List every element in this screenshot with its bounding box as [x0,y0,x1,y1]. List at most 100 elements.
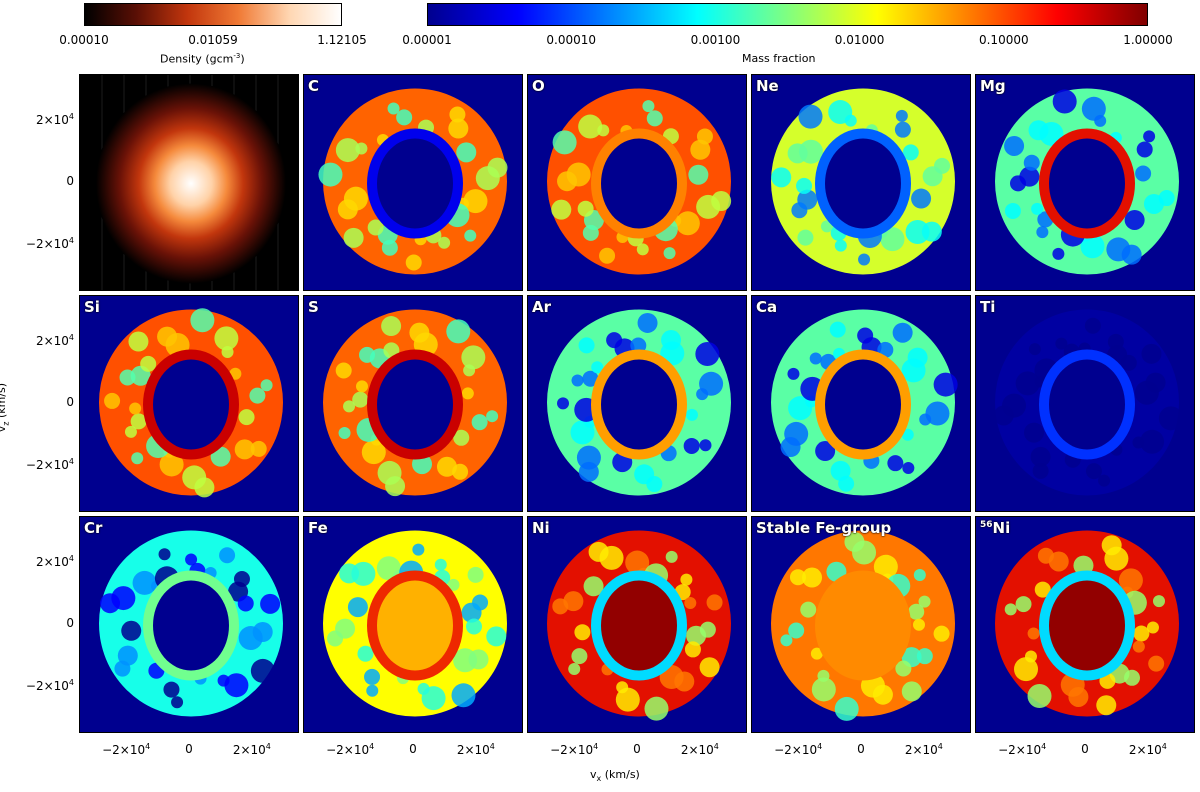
ejecta-clump [1052,89,1077,114]
ejecta-clump [675,211,700,236]
ejecta-clump [563,591,584,612]
ejecta-clump [574,624,591,641]
ejecta-clump [381,239,398,256]
ejecta-clump [357,645,374,662]
ejecta-clump [100,593,121,614]
ejecta-clump [902,461,915,474]
ejecta-clump [699,371,724,396]
ejecta-clump [625,550,650,575]
ejecta-clump [787,143,808,164]
y-tick-label: −2×104 [25,235,74,251]
panel-o: O [527,74,747,291]
ejecta-clump [993,405,1014,426]
ejecta-clump [706,594,723,611]
ejecta-clump [696,128,713,145]
ejecta-clump [1031,202,1044,215]
ejecta-clump [684,641,701,658]
ejecta-clump [471,414,488,431]
x-tick-label: −2×104 [998,742,1047,757]
ejecta-clump [582,370,599,387]
ejecta-clump [838,475,855,492]
ejecta-clump [1032,462,1049,479]
ejecta-clump [252,622,273,643]
ejecta-clump [895,660,912,677]
ejecta-clump [780,437,801,458]
ejecta-clump [461,387,474,400]
ejecta-clump [124,425,137,438]
ejecta-clump [933,625,950,642]
ejecta-clump [583,576,604,597]
x-tick-label: 0 [185,742,193,756]
ejecta-clump [364,668,381,685]
panel-label: Si [84,298,100,316]
ejecta-clump [1028,343,1041,356]
panel-ne: Ne [751,74,971,291]
ejecta-clump [359,346,376,363]
ejecta-clump [412,543,425,556]
ejecta-clump [644,696,669,721]
ejecta-clump [576,445,601,470]
core-region [825,359,901,450]
y-axis-title: vz (km/s) [0,382,11,432]
ejecta-clump [405,254,422,271]
ejecta-clump [907,347,928,368]
panel-ca: Ca [751,295,971,512]
ejecta-clump [1036,226,1049,239]
ejecta-clump [934,157,951,174]
ejecta-clump [1098,474,1111,487]
ejecta-clump [699,439,712,452]
y-tick-label: 2×104 [35,332,74,348]
ejecta-clump [361,440,386,465]
y-tick-label: −2×104 [25,677,74,693]
ejecta-clump [250,440,267,457]
ejecta-clump [665,550,678,563]
ejecta-clump [129,402,142,415]
ejecta-clump [237,595,254,612]
ejecta-clump [104,392,121,409]
ejecta-clump [1027,683,1052,708]
ejecta-clump [880,227,905,252]
ejecta-clump [599,247,616,264]
ejecta-clump [249,387,266,404]
ejecta-clump [916,648,933,665]
ejecta-clump [190,308,215,333]
ejecta-clump [250,658,275,683]
ejecta-clump [335,138,360,163]
ejecta-clump [233,570,250,587]
ejecta-clump [588,541,609,562]
x-tick-label: 2×104 [680,742,719,757]
ejecta-clump [1143,130,1156,143]
ejecta-clump [119,369,136,386]
core-region [153,580,229,671]
ejecta-clump [1145,372,1166,393]
ejecta-clump [214,326,239,351]
ejecta-clump [661,330,682,351]
heatmap-image [976,517,1194,732]
ejecta-clump [873,554,898,579]
ejecta-clump [630,337,647,354]
ejecta-clump [1004,202,1021,219]
panel-ni: Ni [527,516,747,733]
ejecta-clump [121,620,142,641]
x-tick-label: 0 [1081,742,1089,756]
ejecta-clump [902,144,919,161]
core-region [601,580,677,671]
y-tick-label: 0 [66,173,74,188]
ejecta-clump [925,401,950,426]
x-tick-label: −2×104 [774,742,823,757]
ejecta-clump [1135,165,1152,182]
ejecta-clump [684,597,697,610]
x-tick-label: 2×104 [1128,742,1167,757]
ejecta-clump [1052,247,1065,260]
ejecta-clump [260,379,273,392]
ejecta-clump [1101,535,1122,556]
y-tick-label: 2×104 [35,111,74,127]
mass-fraction-colorbar-tick-0: 0.00001 [402,33,452,47]
panel-56ni: 56Ni [975,516,1195,733]
ejecta-clump [219,547,236,564]
ejecta-clump [128,331,149,352]
ejecta-clump [131,452,144,465]
ejecta-clump [872,684,893,705]
ejecta-clump [933,372,958,397]
ejecta-clump [887,455,904,472]
